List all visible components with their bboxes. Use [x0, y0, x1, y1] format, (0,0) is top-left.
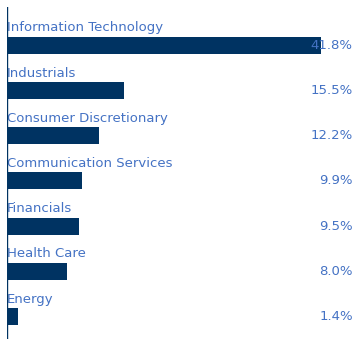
Text: Consumer Discretionary: Consumer Discretionary	[7, 112, 168, 125]
Text: 9.5%: 9.5%	[319, 220, 353, 233]
Text: Energy: Energy	[7, 293, 54, 306]
Text: 1.4%: 1.4%	[319, 310, 353, 323]
Text: Financials: Financials	[7, 202, 72, 215]
Text: Industrials: Industrials	[7, 67, 77, 80]
Bar	[7, 127, 99, 144]
Bar	[7, 37, 321, 54]
Bar	[7, 308, 18, 325]
Text: Information Technology: Information Technology	[7, 21, 163, 35]
Text: Communication Services: Communication Services	[7, 157, 173, 170]
Text: Health Care: Health Care	[7, 247, 86, 261]
Text: 9.9%: 9.9%	[319, 174, 353, 188]
Text: 15.5%: 15.5%	[311, 84, 353, 97]
Text: 12.2%: 12.2%	[311, 129, 353, 142]
Text: 8.0%: 8.0%	[319, 265, 353, 278]
Bar	[7, 82, 123, 99]
Bar	[7, 218, 78, 235]
Bar	[7, 172, 82, 190]
Text: 41.8%: 41.8%	[311, 39, 353, 52]
Bar	[7, 263, 67, 280]
